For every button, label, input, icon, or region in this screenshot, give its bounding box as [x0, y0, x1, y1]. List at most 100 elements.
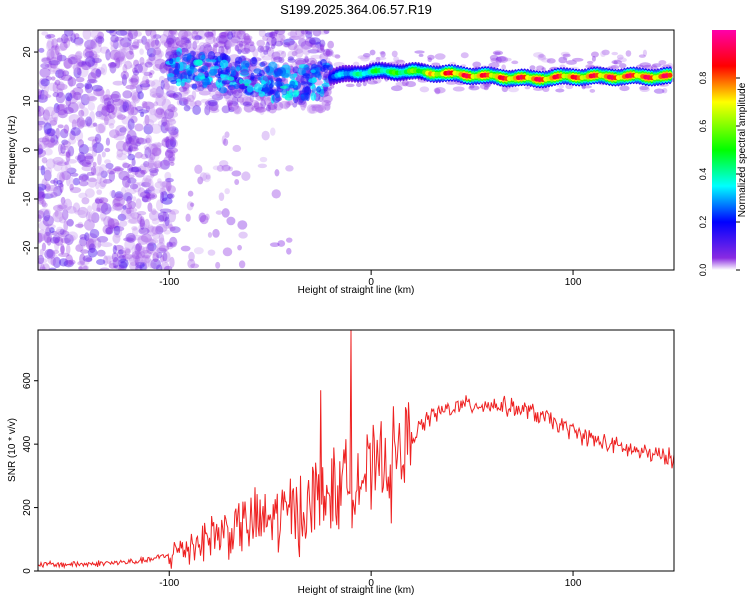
spectrogram-cell — [126, 106, 134, 113]
spectrogram-cell — [89, 243, 96, 253]
spectrogram-cell — [113, 227, 122, 238]
spectrogram-cell — [227, 76, 234, 80]
spectrogram-cell — [167, 185, 176, 193]
spectrogram-cell — [78, 239, 85, 250]
spectrogram-cell — [149, 185, 156, 195]
spectrogram-cell — [183, 43, 195, 48]
y-tick-label: -20 — [22, 240, 33, 255]
spectrogram-cell — [56, 92, 65, 103]
spectrogram-cell — [250, 72, 254, 79]
spectrogram-cell — [286, 237, 293, 242]
spectrogram-cell — [270, 127, 275, 135]
spectrogram-cell — [237, 220, 247, 229]
y-tick-label: 0 — [22, 568, 33, 574]
spectrogram-cell — [324, 103, 330, 109]
spectrogram-cell — [139, 48, 144, 55]
spectrogram-cell — [97, 236, 108, 243]
spectrogram-cell — [461, 52, 469, 58]
spectrogram-cell — [194, 247, 204, 254]
spectrogram-cell — [290, 81, 296, 86]
spectrogram-cell — [172, 31, 178, 36]
spectrogram-cell — [213, 166, 220, 171]
spectrogram-cell — [99, 177, 107, 187]
spectrogram-cell — [275, 91, 280, 98]
spectrogram-cell — [102, 151, 106, 157]
spectrogram-cell — [278, 30, 284, 39]
spectrogram-cell — [498, 56, 509, 63]
spectrogram-cell — [145, 26, 151, 37]
spectrogram-cell — [367, 80, 378, 84]
y-tick-label: 0 — [22, 147, 33, 153]
spectrogram-cell — [212, 229, 219, 238]
spectrogram-cell — [95, 69, 101, 77]
spectrogram-cell — [322, 95, 332, 103]
spectrogram-cell — [162, 251, 170, 263]
spectrogram-cell — [39, 209, 50, 215]
spectrogram-cell — [310, 92, 316, 100]
spectrogram-cell — [106, 28, 115, 33]
spectrogram-cell — [169, 237, 177, 248]
spectrogram-cell — [67, 231, 78, 240]
spectrogram-cell — [38, 48, 44, 53]
spectrogram-cell — [75, 38, 80, 46]
spectrogram-cell — [288, 56, 294, 60]
spectrogram-cell — [285, 95, 293, 101]
spectrogram-cell — [101, 203, 112, 215]
spectrogram-cell — [177, 96, 187, 101]
spectrogram-cell — [204, 71, 208, 78]
spectrogram-cell — [312, 44, 317, 50]
y-tick-label: 20 — [22, 46, 33, 58]
spectrogram-cell — [149, 73, 153, 78]
spectrogram-cell — [85, 116, 92, 126]
x-tick-label: -100 — [159, 578, 179, 589]
spectrogram-cell — [79, 181, 88, 187]
spectrogram-cell — [639, 62, 651, 67]
spectrogram-cell — [224, 188, 230, 194]
spectrogram-cell — [138, 187, 146, 197]
spectrogram-cell — [137, 39, 144, 43]
x-tick-label: 100 — [565, 277, 582, 288]
spectrogram-cell — [240, 69, 250, 75]
spectrogram-cell — [300, 93, 309, 101]
spectrogram-cell — [65, 163, 71, 174]
spectrogram-cell — [290, 29, 297, 38]
spectrogram-cell — [130, 139, 137, 151]
spectrogram-cell — [538, 54, 544, 58]
spectrogram-cell — [123, 237, 134, 241]
spectrogram-cell — [208, 249, 216, 255]
spectrogram-cell — [249, 87, 256, 90]
spectrogram-cell — [39, 68, 50, 78]
spectrogram-cell — [254, 83, 262, 92]
spectrogram-cell — [95, 134, 101, 144]
spectrogram-cell — [47, 188, 58, 197]
spectrogram-cell — [281, 89, 287, 95]
x-tick-label: 100 — [565, 578, 582, 589]
spectrogram-cell — [197, 68, 204, 72]
spectrogram-cell — [234, 84, 240, 89]
spectrogram-cell — [170, 106, 177, 112]
spectrogram-cell — [77, 117, 85, 129]
spectrogram-cell — [303, 65, 309, 71]
spectrogram-cell — [219, 192, 225, 201]
spectrogram-cell — [66, 149, 71, 158]
spectrogram-cell — [235, 57, 242, 64]
spectrogram-cell — [127, 178, 136, 184]
spectrogram-cell — [192, 90, 196, 99]
spectrogram-cell — [286, 248, 291, 255]
spectrogram-cell — [69, 177, 74, 187]
spectrogram-cell — [56, 227, 63, 234]
spectrogram-cell — [151, 226, 161, 234]
spectrogram-cell — [469, 85, 474, 89]
colorbar-tick-label: 0.2 — [698, 216, 708, 229]
spectrogram-cell — [194, 165, 202, 174]
spectrogram-cell — [305, 26, 313, 34]
spectrogram-cell — [36, 124, 42, 131]
spectrogram-cell — [216, 210, 223, 215]
spectrogram-cell — [96, 259, 105, 265]
spectrogram-cell — [49, 69, 56, 74]
spectrogram-cell — [88, 72, 97, 83]
spectrogram-cell — [435, 88, 441, 94]
